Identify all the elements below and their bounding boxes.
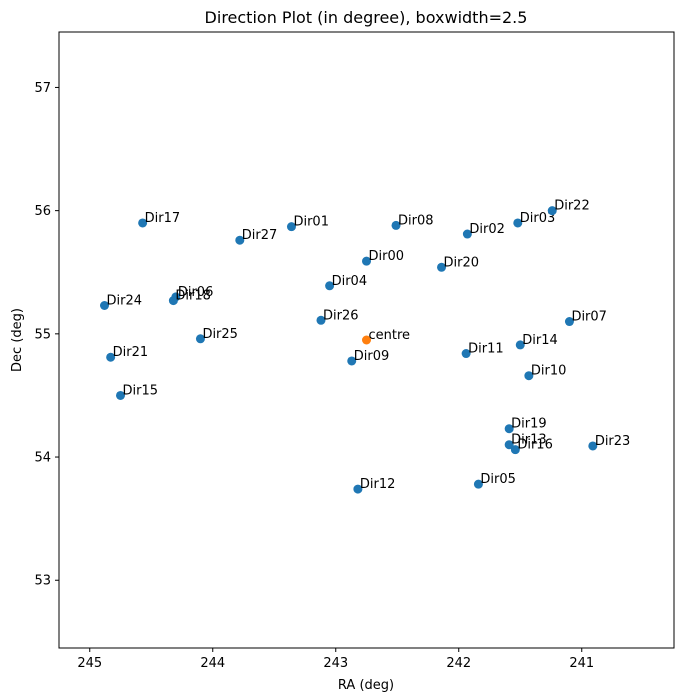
direction-marker bbox=[504, 440, 514, 450]
direction-label: Dir14 bbox=[522, 333, 558, 348]
direction-marker bbox=[195, 334, 205, 344]
chart-title: Direction Plot (in degree), boxwidth=2.5 bbox=[205, 8, 528, 27]
y-tick-label: 56 bbox=[34, 204, 51, 219]
x-tick-label: 244 bbox=[200, 656, 225, 671]
direction-label: Dir24 bbox=[107, 294, 143, 309]
direction-marker bbox=[353, 484, 363, 494]
direction-label: Dir21 bbox=[113, 345, 149, 360]
direction-label: Dir05 bbox=[480, 472, 516, 487]
direction-marker bbox=[316, 315, 326, 325]
direction-label: Dir08 bbox=[398, 213, 434, 228]
direction-label: Dir09 bbox=[354, 349, 390, 364]
x-tick-label: 241 bbox=[569, 656, 594, 671]
y-tick-label: 54 bbox=[34, 451, 51, 466]
direction-marker bbox=[347, 356, 357, 366]
direction-label: Dir17 bbox=[145, 211, 181, 226]
direction-marker bbox=[168, 296, 178, 306]
direction-label: Dir02 bbox=[469, 222, 505, 237]
direction-marker bbox=[504, 424, 514, 434]
direction-marker bbox=[547, 206, 557, 216]
x-tick-label: 243 bbox=[323, 656, 348, 671]
centre-label: centre bbox=[369, 328, 411, 343]
direction-marker bbox=[588, 441, 598, 451]
direction-label: Dir26 bbox=[323, 308, 359, 323]
direction-marker bbox=[391, 220, 401, 230]
direction-marker bbox=[100, 301, 110, 311]
direction-marker bbox=[116, 390, 125, 400]
direction-marker bbox=[510, 445, 520, 455]
direction-label: Dir10 bbox=[531, 364, 567, 379]
y-tick-label: 57 bbox=[34, 81, 51, 96]
direction-marker bbox=[462, 229, 472, 239]
direction-label: Dir11 bbox=[468, 342, 504, 357]
direction-marker bbox=[513, 218, 523, 228]
direction-marker bbox=[515, 340, 525, 350]
direction-label: Dir13 bbox=[511, 433, 547, 448]
direction-label: Dir27 bbox=[242, 228, 278, 243]
x-tick-label: 242 bbox=[446, 656, 471, 671]
direction-label: Dir01 bbox=[293, 215, 329, 230]
axis-ticks: 245 244 243 242 241 53 54 55 56 57 bbox=[34, 81, 594, 671]
direction-marker bbox=[473, 479, 483, 489]
direction-label: Dir15 bbox=[123, 383, 159, 398]
direction-label: Dir25 bbox=[202, 327, 238, 342]
direction-marker bbox=[461, 349, 471, 359]
direction-marker bbox=[286, 222, 296, 232]
direction-label: Dir19 bbox=[511, 417, 547, 432]
x-tick-label: 245 bbox=[77, 656, 102, 671]
direction-marker bbox=[524, 371, 534, 381]
y-axis-label: Dec (deg) bbox=[10, 308, 25, 372]
direction-marker bbox=[362, 256, 371, 266]
direction-label: Dir20 bbox=[444, 255, 480, 270]
direction-label: Dir00 bbox=[369, 249, 405, 264]
direction-marker bbox=[106, 352, 116, 362]
direction-label: Dir07 bbox=[571, 310, 607, 325]
plot-area-frame bbox=[58, 31, 675, 649]
y-tick-label: 53 bbox=[34, 574, 51, 589]
centre-marker bbox=[362, 335, 371, 345]
direction-label: Dir04 bbox=[332, 274, 368, 289]
direction-marker bbox=[325, 281, 335, 291]
scatter-points: Dir00 Dir01 Dir02 Dir03 Dir04 Dir05 Dir06 Dir07… bbox=[100, 199, 630, 494]
direction-label: Dir16 bbox=[517, 438, 553, 453]
direction-label: Dir03 bbox=[520, 211, 556, 226]
direction-label: Dir18 bbox=[175, 289, 211, 304]
direction-marker bbox=[235, 235, 245, 245]
direction-label: Dir23 bbox=[595, 434, 631, 449]
direction-marker bbox=[564, 317, 574, 327]
direction-marker bbox=[437, 262, 447, 272]
y-tick-label: 55 bbox=[34, 327, 51, 342]
direction-label: Dir22 bbox=[554, 199, 590, 214]
direction-marker bbox=[138, 218, 148, 228]
direction-label: Dir12 bbox=[360, 477, 396, 492]
direction-label: Dir06 bbox=[178, 285, 214, 300]
x-axis-label: RA (deg) bbox=[338, 678, 394, 693]
